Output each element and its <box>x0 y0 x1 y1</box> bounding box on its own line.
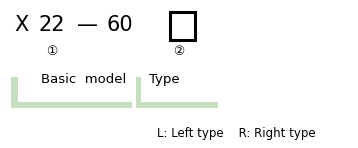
Text: Basic  model: Basic model <box>41 73 126 86</box>
Bar <box>170 12 195 40</box>
Bar <box>136 102 218 108</box>
Text: X: X <box>14 15 29 35</box>
Bar <box>136 77 141 108</box>
Text: 22: 22 <box>39 15 65 35</box>
Bar <box>11 77 18 108</box>
Text: ①: ① <box>46 45 58 58</box>
Text: ②: ② <box>173 45 185 58</box>
Text: Type: Type <box>149 73 179 86</box>
Bar <box>11 102 132 108</box>
Text: —: — <box>77 15 98 35</box>
Text: L: Left type    R: Right type: L: Left type R: Right type <box>157 127 316 140</box>
Text: 60: 60 <box>107 15 133 35</box>
